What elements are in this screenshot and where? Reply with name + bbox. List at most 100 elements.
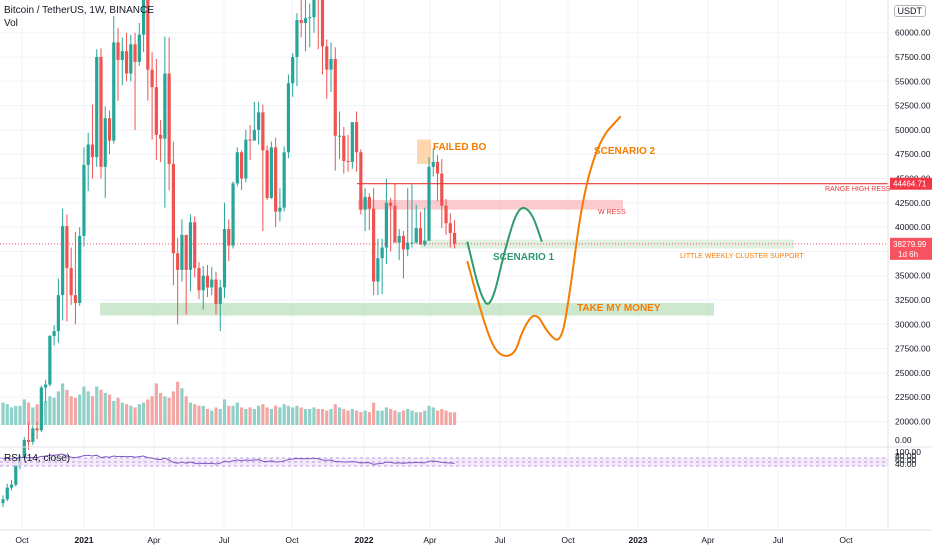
volume-bar bbox=[103, 393, 107, 425]
drawing-lines bbox=[0, 115, 888, 357]
candle-body bbox=[367, 196, 371, 209]
rsi-tick-label: 80.00 bbox=[895, 451, 917, 461]
volume-bar bbox=[261, 404, 265, 425]
candle-body bbox=[103, 118, 107, 167]
candle-body bbox=[261, 112, 265, 151]
volume-bar bbox=[52, 397, 56, 425]
candle-body bbox=[22, 439, 26, 459]
time-tick-label: Jul bbox=[495, 535, 506, 545]
volume-bar bbox=[78, 394, 82, 425]
price-tick-label: 42500.00 bbox=[895, 198, 931, 208]
price-tick-label: 55000.00 bbox=[895, 76, 931, 86]
candle-body bbox=[78, 235, 82, 303]
volume-bar bbox=[31, 407, 35, 425]
candle-body bbox=[141, 0, 146, 35]
volume-bar bbox=[448, 412, 452, 425]
volume-bar bbox=[252, 409, 256, 425]
candle-body bbox=[146, 0, 150, 70]
candle-body bbox=[410, 242, 414, 244]
volume-bar bbox=[393, 410, 397, 425]
volume-bar bbox=[112, 401, 116, 425]
volume-bar bbox=[137, 404, 141, 425]
volume-bar bbox=[154, 383, 158, 425]
failed-bo-annotation: FAILED BO bbox=[433, 142, 487, 153]
candle-body bbox=[124, 51, 129, 74]
volume-zero-label: 0.00 bbox=[895, 435, 912, 445]
candle-body bbox=[65, 226, 69, 268]
volume-bar bbox=[282, 404, 286, 425]
candle-body bbox=[312, 0, 316, 18]
candle-body bbox=[44, 384, 48, 388]
candle-body bbox=[1, 499, 5, 504]
volume-bar bbox=[171, 391, 175, 425]
take-my-money-annotation: TAKE MY MONEY bbox=[577, 303, 661, 314]
price-tick-label: 27500.00 bbox=[895, 344, 931, 354]
time-tick-label: Jul bbox=[773, 535, 784, 545]
candle-body bbox=[235, 152, 239, 184]
range-high-annotation: RANGE HIGH RESS bbox=[825, 186, 891, 193]
volume-bar bbox=[303, 409, 308, 425]
candle-body bbox=[414, 228, 418, 243]
volume-bar bbox=[222, 399, 227, 425]
volume-bar bbox=[316, 409, 320, 425]
candle-body bbox=[376, 258, 380, 282]
candle-body bbox=[248, 139, 252, 141]
candle-body bbox=[380, 247, 384, 259]
rsi-pane bbox=[0, 446, 932, 467]
volume-bar bbox=[129, 405, 133, 425]
volume-bar bbox=[239, 407, 244, 425]
candle-body bbox=[171, 163, 175, 254]
volume-bar bbox=[376, 410, 380, 425]
candle-body bbox=[56, 295, 60, 332]
current-price-tag bbox=[890, 237, 932, 260]
volume-bar bbox=[56, 391, 60, 425]
volume-bar bbox=[329, 409, 333, 425]
currency-badge[interactable]: USDT bbox=[893, 5, 926, 17]
volume-bar bbox=[26, 402, 31, 425]
candle-body bbox=[359, 152, 363, 210]
volume-bar bbox=[210, 410, 214, 425]
candle-body bbox=[295, 20, 299, 57]
w-ress-annotation: W RESS bbox=[598, 209, 626, 216]
candle-body bbox=[210, 279, 214, 288]
candle-body bbox=[82, 164, 86, 236]
volume-bar bbox=[231, 405, 235, 425]
price-tick-label: 30000.00 bbox=[895, 319, 931, 329]
volume-bar bbox=[423, 410, 427, 425]
time-tick-label: Oct bbox=[15, 535, 29, 545]
candle-body bbox=[401, 235, 406, 250]
candle-body bbox=[159, 134, 163, 139]
volume-bar bbox=[367, 412, 371, 425]
price-tick-label: 47500.00 bbox=[895, 149, 931, 159]
volume-bar bbox=[354, 410, 359, 425]
volume-bar bbox=[159, 393, 163, 425]
candle-body bbox=[431, 161, 435, 167]
candle-body bbox=[393, 205, 397, 243]
volume-bar bbox=[427, 405, 431, 425]
w-ress-zone bbox=[358, 199, 623, 210]
current-price-tag-label: 38279.99 bbox=[893, 240, 927, 249]
candle-body bbox=[31, 428, 35, 442]
price-tick-label: 40000.00 bbox=[895, 222, 931, 232]
volume-bar bbox=[205, 409, 210, 425]
candle-body bbox=[337, 135, 342, 137]
volume-bar bbox=[257, 405, 261, 425]
volume-bar bbox=[197, 405, 201, 425]
volume-bar bbox=[346, 410, 350, 425]
weekly-support-annotation: LITTLE WEEKLY CLUSTER SUPPORT bbox=[680, 253, 804, 260]
time-tick-label: Apr bbox=[423, 535, 436, 545]
volume-bar bbox=[146, 399, 150, 425]
candle-body bbox=[435, 161, 440, 174]
candle-body bbox=[423, 240, 427, 245]
candle-body bbox=[452, 232, 457, 244]
volume-bar bbox=[384, 407, 388, 425]
candle-body bbox=[350, 122, 354, 162]
volume-bar bbox=[5, 404, 9, 425]
volume-bar bbox=[184, 396, 188, 425]
volume-bar bbox=[286, 405, 291, 425]
price-tick-label: 57500.00 bbox=[895, 52, 931, 62]
volume-bar bbox=[312, 407, 316, 425]
candle-body bbox=[112, 42, 116, 141]
